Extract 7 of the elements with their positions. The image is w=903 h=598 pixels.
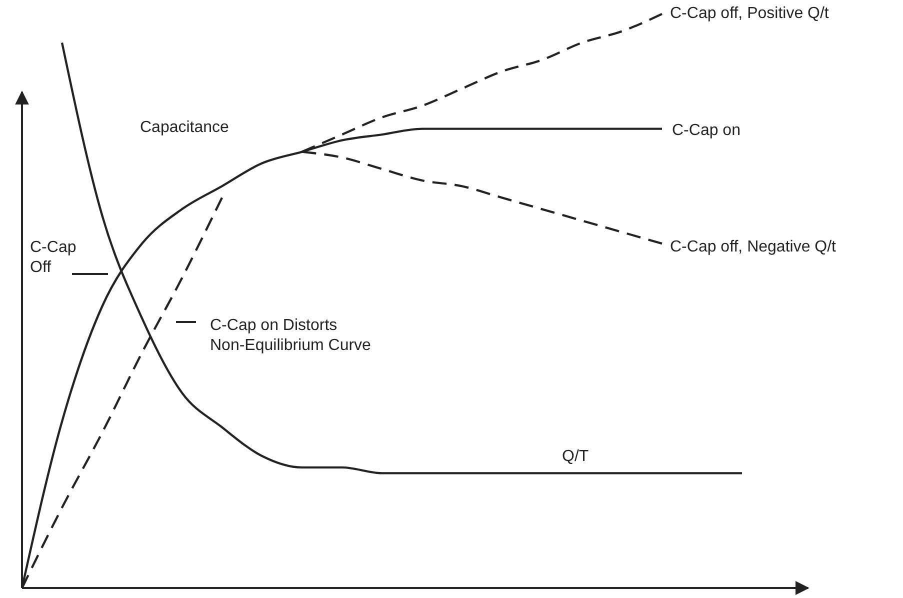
series-label: C-Cap on xyxy=(672,122,740,139)
series-label: Q/T xyxy=(562,448,589,466)
annotation: C-Cap on Distorts Non-Equilibrium Curve xyxy=(210,317,372,354)
series-label: C-Cap off, Negative Q/t xyxy=(670,238,837,256)
annotation: C-Cap Off xyxy=(30,239,76,276)
series-label: C-Cap off, Positive Q/t xyxy=(670,5,830,22)
annotation: Capacitance xyxy=(140,119,230,136)
